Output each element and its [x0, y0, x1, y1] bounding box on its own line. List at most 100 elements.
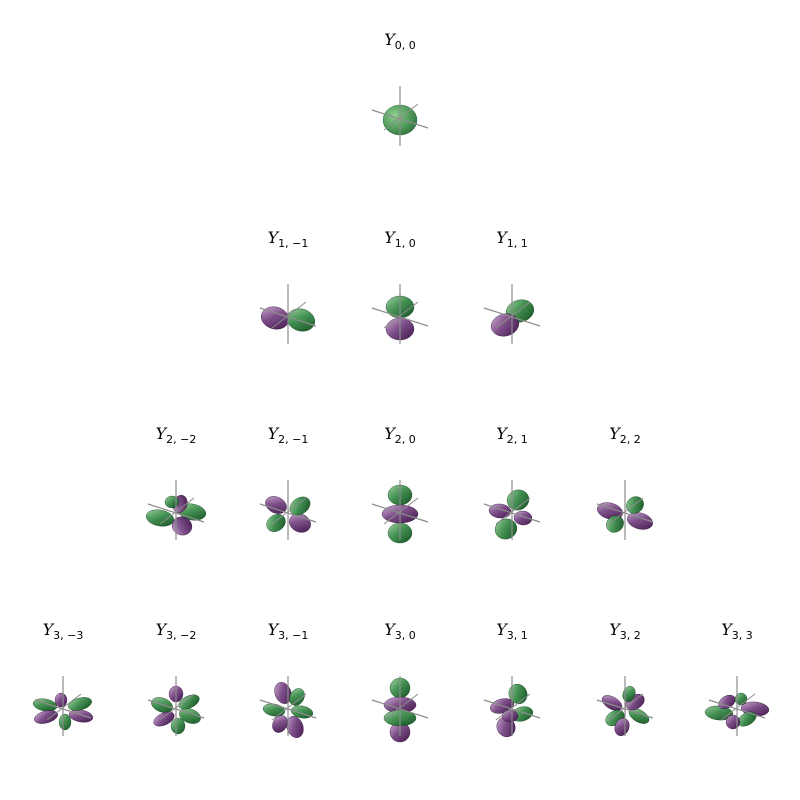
harmonic-subscript: 3, 3: [731, 629, 753, 643]
positive-lobe: [32, 698, 58, 712]
harmonic-surface-plot: [371, 480, 429, 544]
axes-lines: [596, 676, 654, 736]
harmonic-subscript: 3, 0: [394, 629, 416, 643]
harmonic-surface-plot: [371, 284, 429, 344]
harmonic-surface-plot: [371, 86, 429, 146]
harmonic-label: Y3, −1: [232, 620, 344, 642]
positive-lobe: [289, 496, 311, 516]
negative-lobe: [34, 710, 58, 724]
harmonic-surface-plot: [145, 480, 207, 540]
harmonic-label: Y2, 1: [456, 424, 568, 446]
negative-lobe: [627, 512, 653, 530]
positive-lobe: [606, 515, 624, 533]
harmonic-subscript: 1, 1: [506, 237, 528, 251]
positive-lobe: [286, 308, 316, 332]
negative-lobe: [597, 502, 623, 520]
negative-lobe: [513, 510, 533, 526]
positive-lobe: [178, 694, 200, 710]
harmonic-surface-plot: [704, 676, 770, 736]
harmonic-subscript: 2, 0: [394, 433, 416, 447]
harmonic-surface-plot: [371, 676, 429, 743]
harmonic-surface-plot: [483, 676, 541, 738]
positive-lobe: [170, 717, 186, 735]
positive-lobe: [266, 514, 286, 532]
axes-lines: [483, 284, 541, 344]
positive-lobe: [68, 697, 92, 711]
axes-lines: [708, 676, 766, 736]
harmonic-label: Y2, −1: [232, 424, 344, 446]
axes-lines: [483, 676, 541, 736]
harmonic-cell-3-neg2: Y3, −2: [120, 620, 232, 760]
harmonic-symbol: Y: [609, 620, 620, 639]
harmonic-symbol: Y: [267, 424, 279, 443]
harmonic-symbol: Y: [609, 424, 620, 443]
positive-lobe: [262, 703, 286, 717]
axes-lines: [596, 480, 654, 540]
harmonic-cell-1-1: Y1, 1: [456, 228, 568, 368]
harmonic-cell-3-2: Y3, 2: [569, 620, 681, 760]
negative-lobe: [260, 306, 290, 330]
negative-lobe: [171, 516, 193, 536]
harmonic-surface-plot: [259, 284, 317, 344]
harmonic-symbol: Y: [384, 424, 395, 443]
harmonic-cell-1-0: Y1, 0: [344, 228, 456, 368]
harmonic-symbol: Y: [384, 228, 395, 247]
harmonic-symbol: Y: [496, 424, 507, 443]
harmonic-symbol: Y: [155, 424, 167, 443]
harmonic-cell-2-1: Y2, 1: [456, 424, 568, 564]
harmonic-label: Y1, 0: [344, 228, 456, 250]
harmonic-symbol: Y: [42, 620, 54, 639]
harmonic-symbol: Y: [496, 228, 507, 247]
axes-lines: [371, 480, 429, 540]
harmonic-label: Y1, 1: [456, 228, 568, 250]
harmonic-surface-plot: [596, 676, 654, 736]
harmonic-label: Y2, 2: [569, 424, 681, 446]
harmonic-label: Y3, −3: [7, 620, 119, 642]
axes-lines: [371, 676, 429, 736]
harmonic-label: Y3, −2: [120, 620, 232, 642]
harmonic-subscript: 3, 1: [506, 629, 528, 643]
harmonic-symbol: Y: [384, 620, 395, 639]
harmonic-label: Y2, −2: [120, 424, 232, 446]
axes-lines: [259, 480, 317, 540]
harmonic-label: Y3, 2: [569, 620, 681, 642]
harmonic-surface-plot: [147, 676, 205, 736]
harmonic-cell-3-neg3: Y3, −3: [7, 620, 119, 760]
harmonic-subscript: 3, −3: [53, 629, 84, 643]
negative-lobe: [274, 682, 292, 704]
axes-lines: [147, 676, 205, 736]
negative-lobe: [265, 496, 287, 514]
harmonic-cell-1-neg1: Y1, −1: [232, 228, 344, 368]
negative-lobe: [725, 714, 741, 730]
negative-lobe: [153, 711, 175, 727]
axes-lines: [371, 86, 429, 146]
harmonic-symbol: Y: [496, 620, 507, 639]
positive-lobe: [58, 713, 72, 731]
harmonic-cell-2-2: Y2, 2: [569, 424, 681, 564]
harmonic-subscript: 2, 1: [506, 433, 528, 447]
harmonic-label: Y3, 3: [681, 620, 793, 642]
harmonic-label: Y0, 0: [344, 30, 456, 52]
harmonic-surface-plot: [259, 480, 317, 540]
harmonic-surface-plot: [32, 676, 94, 736]
positive-lobe: [508, 683, 528, 705]
axes-lines: [259, 676, 317, 736]
harmonic-cell-3-0: Y3, 0: [344, 620, 456, 760]
harmonic-surface-plot: [483, 284, 541, 344]
axes-lines: [259, 284, 317, 344]
harmonic-symbol: Y: [155, 620, 167, 639]
harmonic-cell-2-0: Y2, 0: [344, 424, 456, 564]
axes-lines: [483, 480, 541, 540]
harmonic-symbol: Y: [721, 620, 732, 639]
harmonic-subscript: 3, 2: [619, 629, 641, 643]
harmonic-label: Y3, 1: [456, 620, 568, 642]
harmonic-subscript: 1, 0: [394, 237, 416, 251]
axes-lines: [147, 480, 205, 540]
positive-lobe: [164, 495, 180, 509]
harmonic-symbol: Y: [267, 620, 279, 639]
harmonic-subscript: 2, 2: [619, 433, 641, 447]
harmonic-subscript: 3, −1: [278, 629, 309, 643]
negative-lobe: [488, 503, 512, 519]
positive-lobe: [622, 686, 636, 702]
harmonic-subscript: 1, −1: [278, 237, 309, 251]
